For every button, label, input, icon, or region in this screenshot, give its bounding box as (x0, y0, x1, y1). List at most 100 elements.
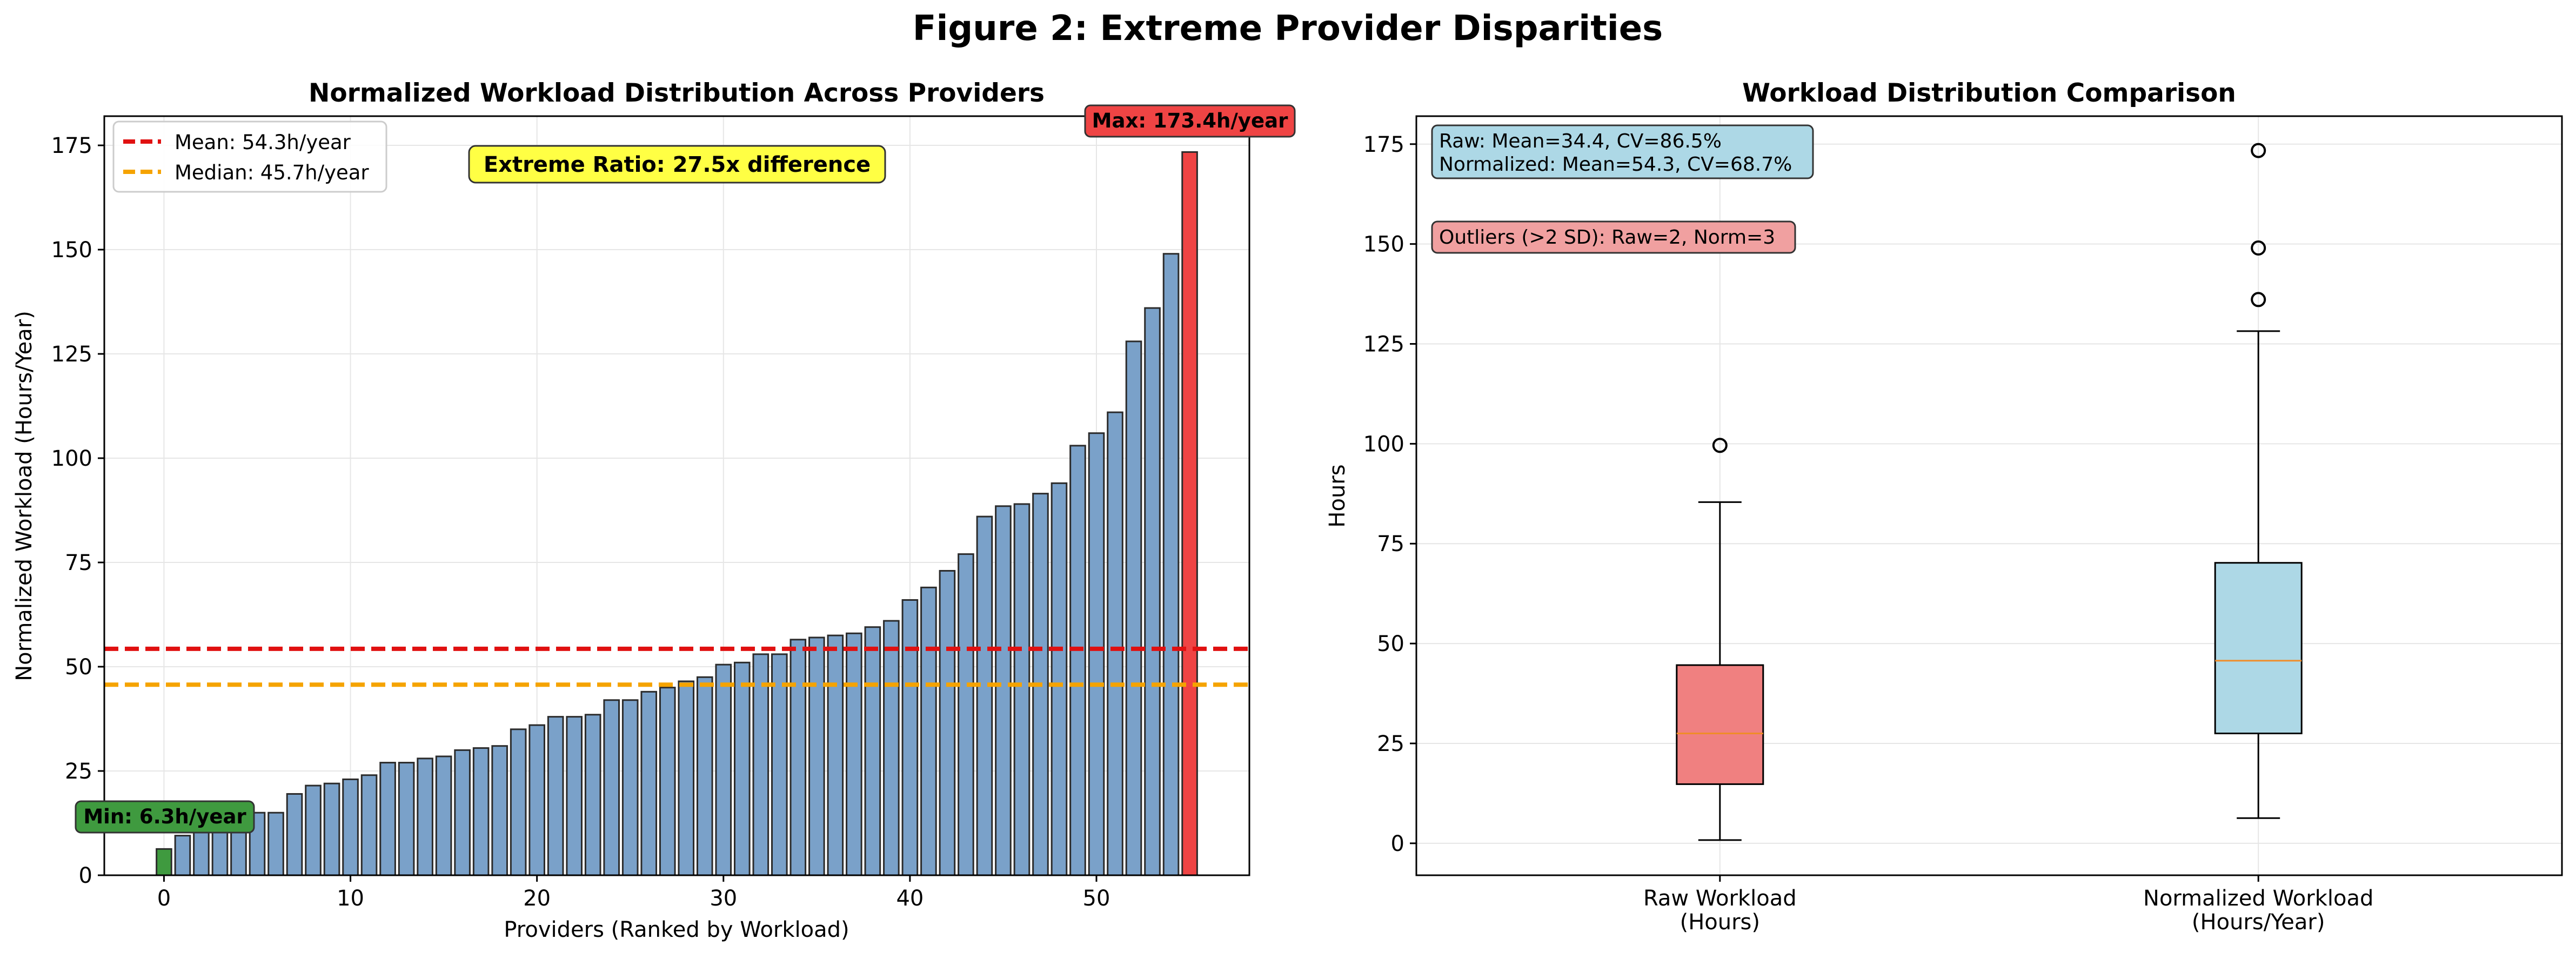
max-annotation-text: Max: 173.4h/year (1092, 109, 1288, 132)
right-x-ticks: Raw Workload(Hours) Normalized Workload(H… (1643, 875, 2373, 935)
bar (510, 728, 527, 876)
bar (342, 778, 359, 876)
ratio-annotation: Extreme Ratio: 27.5x difference (468, 145, 886, 184)
left-reference-lines (104, 646, 1249, 687)
bar (1051, 482, 1068, 876)
stats-annotation-box (1431, 124, 1814, 179)
bar (771, 653, 788, 876)
stats-annotation: Raw: Mean=34.4, CV=86.5% Normalized: Mea… (1431, 124, 1814, 179)
left-y-tick-label: 125 (51, 342, 92, 367)
left-x-tick-label: 50 (1083, 886, 1110, 911)
bar (417, 757, 433, 876)
left-chart-panel: 0 10 20 30 40 50 0 25 50 75 100 125 150 175 Normaliz… (12, 78, 1296, 942)
bar (360, 774, 378, 876)
bar (939, 569, 956, 876)
bar (305, 784, 322, 876)
bar (621, 699, 639, 876)
bar (733, 661, 751, 876)
left-y-ticks: 0 25 50 75 100 125 150 175 (51, 133, 104, 888)
stats-line-raw: Raw: Mean=34.4, CV=86.5% (1439, 130, 1722, 152)
bar (435, 755, 452, 876)
bar (211, 826, 229, 876)
bar (528, 724, 545, 876)
bar (883, 620, 900, 876)
outliers-annotation-box (1431, 220, 1796, 254)
legend-mean-label: Mean: 54.3h/year (175, 131, 351, 154)
max-annotation-box (1084, 104, 1296, 138)
bar (864, 626, 881, 876)
bar (827, 634, 844, 876)
min-annotation: Min: 6.3h/year (75, 800, 255, 834)
bar (901, 599, 919, 876)
bar (696, 676, 713, 876)
right-x-tick-label: Raw Workload (1643, 886, 1797, 911)
bar (846, 632, 862, 876)
bar (379, 762, 396, 876)
right-y-tick-label: 75 (1377, 532, 1404, 556)
right-plot-frame (1415, 115, 2563, 876)
right-x-tick-label: Normalized Workload (2143, 886, 2373, 911)
bar (174, 835, 191, 876)
bar (1144, 307, 1161, 876)
left-x-ticks: 0 10 20 30 40 50 (157, 875, 1110, 911)
outliers-annotation: Outliers (>2 SD): Raw=2, Norm=3 (1431, 220, 1796, 254)
ratio-annotation-text: Extreme Ratio: 27.5x difference (484, 152, 871, 177)
right-y-tick-label: 125 (1363, 332, 1404, 357)
bar (1162, 253, 1180, 876)
left-y-tick-label: 25 (65, 759, 92, 784)
right-x-tick-label: (Hours/Year) (2192, 910, 2325, 935)
left-y-tick-label: 50 (65, 655, 92, 680)
right-y-tick-label: 25 (1377, 732, 1404, 756)
right-y-ticks: 0 25 50 75 100 125 150 175 (1363, 132, 1416, 856)
bar (584, 714, 601, 876)
figure-title: Figure 2: Extreme Provider Disparities (913, 9, 1663, 49)
bar (454, 749, 471, 876)
bar (789, 639, 807, 876)
bar (752, 653, 770, 876)
left-y-tick-label: 150 (51, 238, 92, 263)
right-y-tick-label: 100 (1363, 432, 1404, 457)
right-y-tick-label: 150 (1363, 232, 1404, 257)
bar (603, 699, 620, 876)
max-annotation: Max: 173.4h/year (1084, 104, 1296, 138)
outliers-annotation-text: Outliers (>2 SD): Raw=2, Norm=3 (1439, 226, 1775, 249)
right-y-axis-label: Hours (1325, 464, 1350, 527)
legend-box (112, 120, 387, 193)
right-chart-panel: 0 25 50 75 100 125 150 175 Raw Workload(Hours) N… (1325, 78, 2563, 935)
outlier-point (1712, 438, 1728, 453)
left-bars (156, 151, 1198, 876)
min-annotation-text: Min: 6.3h/year (83, 805, 246, 828)
bar (920, 586, 937, 876)
left-x-tick-label: 10 (337, 886, 364, 911)
legend-median-label: Median: 45.7h/year (175, 161, 369, 184)
bar (1107, 411, 1123, 876)
bar (659, 687, 676, 876)
bar (1069, 445, 1086, 876)
outlier-point (2251, 143, 2266, 158)
left-chart-title: Normalized Workload Distribution Across … (309, 78, 1045, 108)
right-y-tick-label: 0 (1391, 831, 1404, 856)
right-chart-title: Workload Distribution Comparison (1742, 78, 2236, 108)
right-boxes (1676, 143, 2303, 841)
bar (640, 690, 658, 876)
bar (976, 515, 993, 876)
bar (398, 762, 415, 876)
bar (156, 848, 172, 876)
bar (472, 747, 490, 876)
left-plot-frame (103, 115, 1250, 876)
left-x-tick-label: 20 (523, 886, 551, 911)
bar (491, 745, 508, 876)
min-annotation-box (75, 800, 255, 834)
left-legend: Mean: 54.3h/year Median: 45.7h/year (112, 120, 387, 193)
left-y-tick-label: 100 (51, 446, 92, 471)
bar (995, 505, 1012, 876)
bar (193, 830, 210, 876)
right-y-tick-label: 50 (1377, 632, 1404, 656)
left-y-tick-label: 175 (51, 133, 92, 158)
left-y-tick-label: 0 (79, 863, 92, 888)
bar (958, 553, 974, 876)
left-x-tick-label: 30 (710, 886, 737, 911)
left-y-tick-label: 75 (65, 551, 92, 575)
bar (808, 636, 825, 876)
